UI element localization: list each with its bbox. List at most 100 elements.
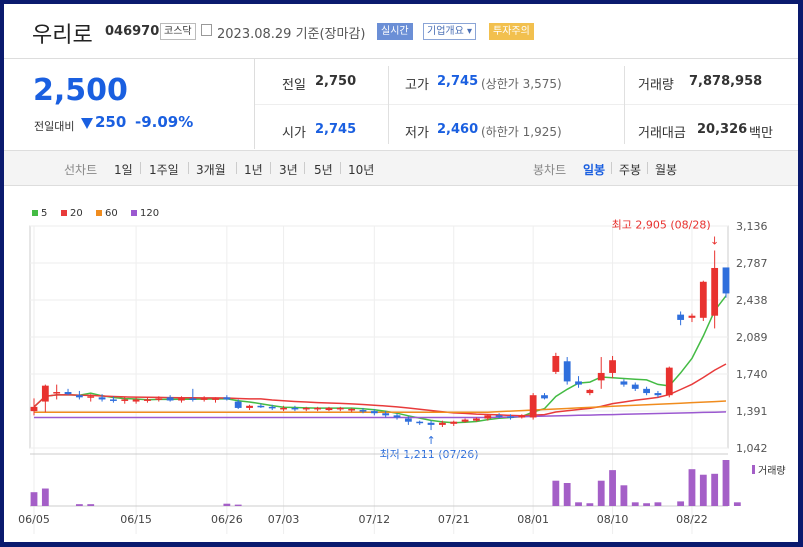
candle-body [495, 415, 503, 417]
legend-swatch [32, 210, 38, 216]
high-value: 2,745 [437, 74, 479, 89]
candle-body [438, 422, 446, 425]
ma120-line [34, 411, 727, 419]
x-tick-label: 08/01 [517, 513, 549, 526]
candle-body [563, 361, 571, 382]
candle-body [132, 399, 140, 402]
tab-10year[interactable]: 10년 [348, 163, 375, 177]
volume-legend-swatch [752, 465, 755, 474]
low-label: 저가 [405, 126, 429, 141]
calendar-icon [201, 24, 212, 36]
volume-bar [722, 460, 730, 506]
x-tick-label: 07/12 [358, 513, 390, 526]
upper-limit: (상한가 3,575) [481, 77, 562, 91]
candle-body [461, 419, 469, 422]
volume-bar [677, 501, 685, 506]
legend-label: 60 [105, 208, 118, 219]
tab-separator [304, 162, 305, 174]
volume-bar [711, 473, 719, 506]
tab-1week[interactable]: 1주일 [149, 163, 179, 177]
x-tick-label: 06/05 [18, 513, 50, 526]
candle-body [234, 401, 242, 408]
candle-body [404, 418, 412, 422]
volume-bar [643, 503, 650, 506]
price-stats: 전일 2,750 고가 2,745 (상한가 3,575) 거래량 7,878,… [255, 59, 798, 149]
candle-body [518, 415, 526, 418]
high-arrow: ↓ [710, 234, 719, 247]
ma5-line [33, 295, 727, 424]
chart-period-tabs: 선차트 1일 1주일 3개월 1년 3년 5년 10년 봉차트 일봉 주봉 월봉 [4, 150, 798, 186]
stock-name: 우리로 [32, 23, 93, 48]
candle-body [144, 399, 151, 401]
tab-separator [236, 162, 237, 174]
stats-col-divider [624, 66, 625, 144]
candle-body [654, 393, 662, 396]
stats-col-divider [388, 66, 389, 144]
candle-body [53, 392, 61, 394]
candle-body [711, 267, 719, 316]
high-annotation: 최고 2,905 (08/28) [612, 218, 711, 231]
candle-body [586, 389, 594, 394]
candle-body [246, 405, 253, 408]
candle-body [268, 406, 276, 409]
candle-body [200, 398, 208, 400]
candle-body [699, 281, 707, 318]
candle-body [291, 407, 299, 410]
realtime-button[interactable]: 실시간 [377, 23, 413, 40]
candle-body [98, 397, 106, 400]
candle-body [370, 411, 378, 414]
x-tick-label: 08/10 [597, 513, 629, 526]
tab-3year[interactable]: 3년 [279, 163, 298, 177]
tab-monthly[interactable]: 월봉 [655, 163, 678, 177]
tab-5year[interactable]: 5년 [314, 163, 333, 177]
volume-value: 7,878,958 [689, 74, 763, 89]
volume-bar [620, 485, 628, 506]
volume-bar [733, 502, 741, 506]
volume-bar [575, 502, 582, 506]
x-tick-label: 06/26 [211, 513, 243, 526]
candle-body [665, 367, 673, 396]
y-tick-label: 3,136 [736, 220, 768, 233]
candle-body [552, 355, 560, 372]
high-label: 고가 [405, 78, 429, 93]
candle-body [484, 415, 492, 419]
candle-body [75, 395, 83, 398]
x-tick-label: 06/15 [120, 513, 152, 526]
y-tick-label: 2,089 [736, 331, 768, 344]
legend-swatch [131, 210, 137, 216]
candle-body [416, 421, 424, 424]
candle-body [541, 395, 548, 399]
candle-body [393, 415, 401, 418]
tab-weekly[interactable]: 주봉 [619, 163, 642, 177]
tab-1day[interactable]: 1일 [114, 163, 133, 177]
tab-separator [188, 162, 189, 174]
volume-label: 거래량 [638, 78, 674, 93]
candle-body [677, 314, 685, 320]
candle-body [450, 421, 458, 424]
tab-1year[interactable]: 1년 [244, 163, 263, 177]
tab-daily[interactable]: 일봉 [583, 163, 606, 177]
volume-bar [223, 503, 231, 506]
volume-bar [552, 480, 560, 506]
volume-bar [234, 504, 242, 506]
candle-body [359, 410, 367, 412]
low-value: 2,460 [437, 122, 479, 137]
candle-body [41, 385, 49, 402]
volume-bar [688, 469, 696, 506]
tab-3month[interactable]: 3개월 [196, 163, 226, 177]
volume-bar [597, 480, 605, 506]
legend-ma20: 20 [61, 208, 83, 219]
volume-bar [563, 483, 571, 506]
market-badge: 코스닥 [160, 23, 196, 40]
volume-bar [41, 488, 49, 506]
candle-body [64, 392, 72, 395]
price-change-percent: -9.09% [135, 113, 194, 131]
warning-badge: 투자주의 [489, 23, 534, 40]
lower-limit: (하한가 1,925) [481, 125, 562, 139]
y-tick-label: 1,740 [736, 368, 768, 381]
company-overview-dropdown[interactable]: 기업개요 ▾ [423, 23, 476, 40]
line-chart-label: 선차트 [64, 163, 98, 177]
legend-label: 20 [70, 208, 83, 219]
volume-bar [75, 504, 83, 506]
candle-body [212, 398, 219, 400]
